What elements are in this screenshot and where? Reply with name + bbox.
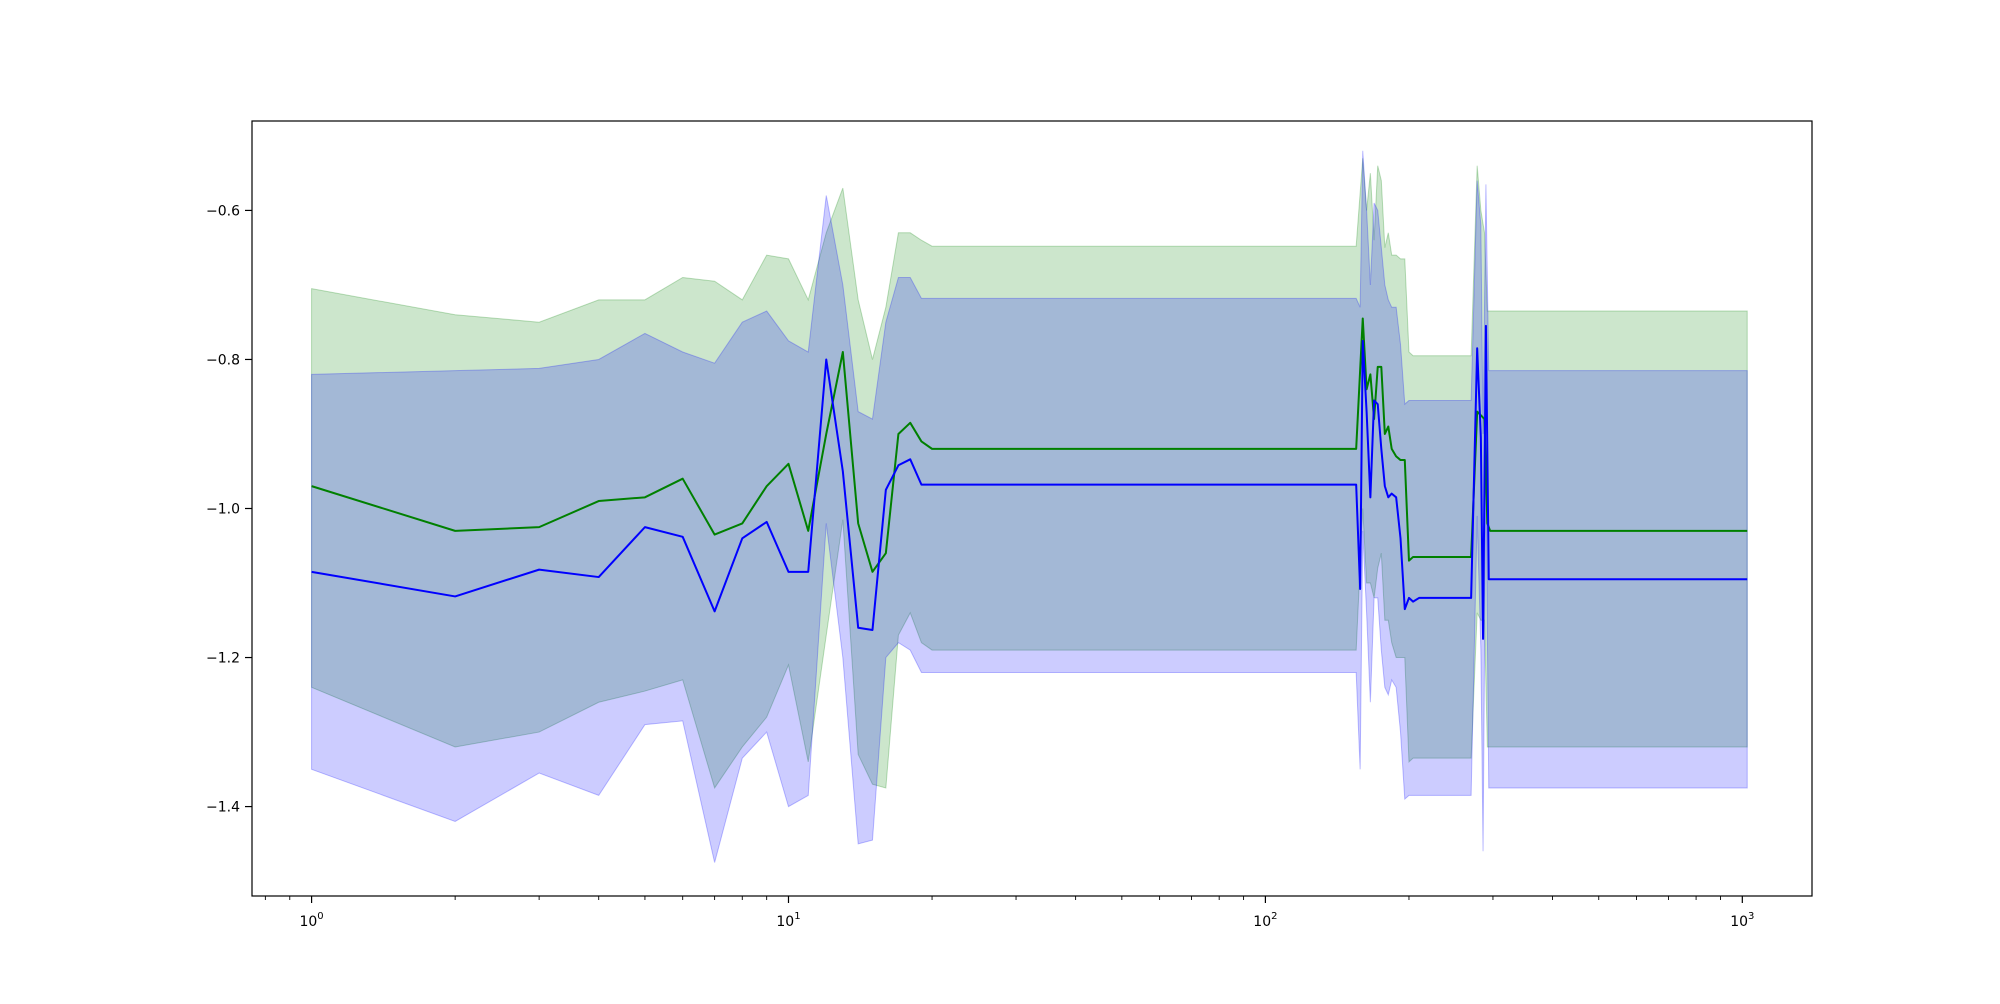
y-tick-label: −1.0 <box>206 502 240 518</box>
x-tick-label: 100 <box>299 911 323 930</box>
y-tick-label: −0.8 <box>206 352 240 368</box>
x-tick-label: 103 <box>1730 911 1754 930</box>
line-blue <box>311 324 1748 640</box>
x-tick-label: 101 <box>776 911 800 930</box>
line-green <box>311 317 1748 573</box>
y-tick-label: −0.6 <box>206 203 240 219</box>
band-green <box>311 158 1748 790</box>
y-tick-label: −1.2 <box>206 651 240 667</box>
x-tick-label: 102 <box>1253 911 1277 930</box>
series-lines <box>311 317 1748 640</box>
plot-frame <box>251 120 1813 897</box>
confidence-bands <box>311 150 1748 863</box>
y-axis-ticks: −0.6 −0.8 −1.0 −1.2 −1.4 <box>206 203 252 816</box>
y-tick-label: −1.4 <box>206 800 240 816</box>
band-blue <box>311 150 1748 863</box>
x-axis-ticks: 100 101 102 103 <box>264 896 1754 930</box>
